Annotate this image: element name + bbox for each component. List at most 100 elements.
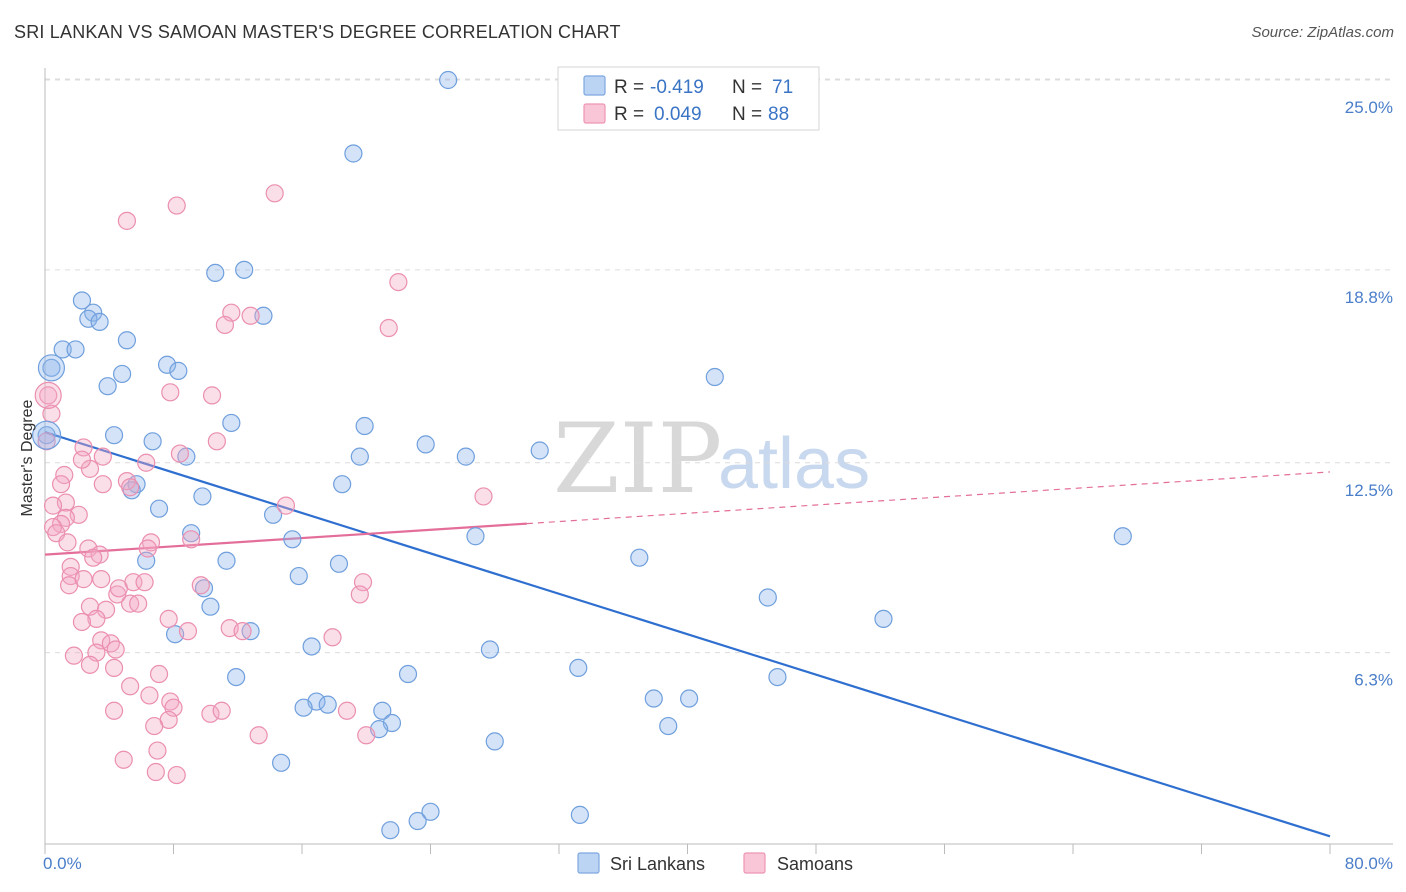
legend-n-value-2: 88 bbox=[768, 104, 789, 125]
point-samoans-76 bbox=[201, 704, 220, 723]
x-tick-label-min: 0.0% bbox=[43, 854, 82, 873]
point-samoans-69 bbox=[80, 655, 100, 674]
point-samoans-14 bbox=[207, 432, 226, 451]
point-sri-lankans-10 bbox=[66, 340, 85, 359]
point-sri-lankans-66 bbox=[421, 802, 440, 821]
point-samoans-30 bbox=[56, 508, 75, 527]
point-samoans-9 bbox=[161, 383, 180, 402]
point-samoans-5 bbox=[241, 306, 260, 325]
point-sri-lankans-53 bbox=[227, 667, 246, 687]
point-sri-lankans-16 bbox=[98, 377, 117, 396]
point-sri-lankans-12 bbox=[42, 358, 61, 377]
point-samoans-47 bbox=[135, 573, 154, 592]
point-samoans-20 bbox=[93, 447, 112, 466]
point-samoans-83 bbox=[357, 726, 376, 745]
point-sri-lankans-1 bbox=[344, 144, 363, 163]
correlation-legend: R = -0.419 N = 71 R = 0.049 N = 88 bbox=[557, 66, 820, 131]
y-tick-label-3: 25.0% bbox=[1345, 98, 1393, 117]
point-sri-lankans-28 bbox=[122, 481, 141, 500]
point-samoans-22 bbox=[93, 475, 112, 494]
legend-n-value-1: 71 bbox=[772, 77, 793, 98]
point-sri-lankans-49 bbox=[302, 637, 321, 656]
trend-line-sri-lankans bbox=[44, 431, 1331, 838]
point-sri-lankans-23 bbox=[416, 435, 435, 454]
legend-r-label-1: R = bbox=[614, 77, 644, 98]
point-samoans-70 bbox=[104, 658, 124, 678]
y-axis-label: Master's Degree bbox=[19, 399, 36, 516]
point-sri-lankans-4 bbox=[72, 291, 92, 310]
point-samoans-82 bbox=[249, 726, 268, 745]
point-sri-lankans-7 bbox=[90, 312, 109, 331]
point-sri-lankans-35 bbox=[283, 530, 302, 549]
point-sri-lankans-51 bbox=[398, 664, 418, 684]
point-sri-lankans-21 bbox=[104, 426, 124, 445]
point-sri-lankans-20 bbox=[37, 426, 56, 445]
point-samoans-56 bbox=[96, 600, 116, 619]
point-samoans-58 bbox=[72, 612, 92, 632]
point-samoans-10 bbox=[202, 386, 222, 405]
point-sri-lankans-33 bbox=[263, 505, 283, 524]
point-sri-lankans-40 bbox=[329, 554, 349, 573]
point-sri-lankans-0 bbox=[439, 70, 458, 90]
point-samoans-0 bbox=[265, 184, 284, 203]
point-samoans-18 bbox=[170, 444, 190, 463]
point-sri-lankans-19 bbox=[355, 416, 374, 436]
point-sri-lankans-30 bbox=[333, 475, 352, 494]
point-samoans-87 bbox=[167, 765, 186, 785]
watermark-zip: ZIP bbox=[553, 403, 722, 515]
bottom-legend-swatch-samoans bbox=[743, 852, 766, 874]
point-samoans-49 bbox=[108, 585, 127, 604]
point-sri-lankans-44 bbox=[201, 597, 220, 616]
point-sri-lankans-60 bbox=[680, 689, 699, 708]
point-samoans-6 bbox=[215, 315, 234, 335]
legend-r-value-2: 0.049 bbox=[654, 104, 702, 125]
point-sri-lankans-64 bbox=[485, 732, 504, 751]
point-samoans-57 bbox=[87, 609, 106, 629]
point-sri-lankans-59 bbox=[644, 689, 663, 708]
legend-n-label-2: N = bbox=[732, 104, 762, 125]
point-samoans-24 bbox=[121, 478, 140, 497]
point-sri-lankans-18 bbox=[222, 413, 241, 433]
watermark-atlas: atlas bbox=[718, 424, 870, 504]
point-samoans-62 bbox=[233, 622, 252, 641]
point-samoans-39 bbox=[138, 539, 157, 558]
point-samoans-85 bbox=[114, 750, 133, 769]
point-samoans-45 bbox=[92, 570, 111, 589]
point-sri-lankans-43 bbox=[194, 579, 214, 598]
legend-r-label-2: R = bbox=[614, 104, 644, 125]
point-samoans-52 bbox=[350, 585, 369, 604]
source-label: Source: ZipAtlas.com bbox=[1251, 24, 1394, 41]
point-samoans-3 bbox=[389, 272, 408, 292]
point-samoans-71 bbox=[149, 664, 169, 684]
legend-swatch-samoans bbox=[583, 103, 606, 124]
y-tick-label-1: 12.5% bbox=[1345, 481, 1393, 500]
point-sri-lankans-2 bbox=[206, 263, 225, 283]
point-sri-lankans-39 bbox=[217, 551, 236, 570]
point-sri-lankans-11 bbox=[117, 331, 137, 350]
point-samoans-7 bbox=[379, 318, 398, 338]
point-samoans-50 bbox=[109, 579, 128, 598]
point-samoans-36 bbox=[79, 539, 98, 558]
point-samoans-21 bbox=[51, 475, 71, 494]
point-samoans-12 bbox=[37, 432, 56, 451]
point-sri-lankans-24 bbox=[530, 441, 549, 460]
point-sri-lankans-42 bbox=[289, 566, 308, 586]
trend-line-samoans bbox=[44, 522, 527, 556]
point-sri-lankans-54 bbox=[768, 667, 787, 687]
point-sri-lankans-50 bbox=[480, 640, 500, 659]
point-sri-lankans-26 bbox=[350, 447, 369, 466]
bottom-legend-sri-lankans: Sri Lankans bbox=[610, 854, 705, 874]
tick-labels: 6.3% 12.5% 18.8% 25.0% 0.0% 80.0% bbox=[43, 98, 1393, 873]
point-samoans-2 bbox=[117, 211, 137, 230]
point-samoans-19 bbox=[72, 450, 92, 469]
legend-r-value-1: -0.419 bbox=[650, 77, 704, 98]
legend-n-label-1: N = bbox=[732, 77, 762, 98]
trend-lines bbox=[44, 431, 1331, 838]
point-samoans-72 bbox=[121, 677, 140, 696]
point-sri-lankans-67 bbox=[570, 805, 589, 824]
point-samoans-81 bbox=[145, 716, 164, 736]
point-sri-lankans-14 bbox=[169, 361, 188, 380]
point-sri-lankans-6 bbox=[79, 309, 98, 328]
point-samoans-63 bbox=[323, 628, 342, 647]
point-samoans-66 bbox=[106, 640, 125, 659]
